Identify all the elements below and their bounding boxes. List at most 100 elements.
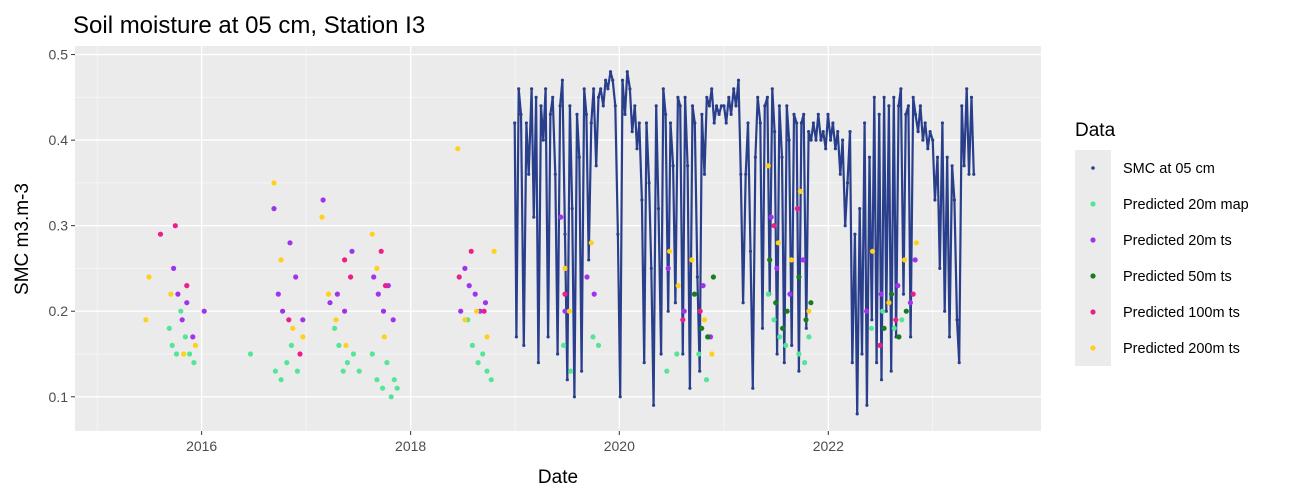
smc-point [575, 112, 579, 116]
y-tick-label: 0.5 [49, 47, 69, 63]
x-tick-label: 2020 [604, 438, 635, 454]
data-point [179, 317, 185, 323]
smc-point [563, 232, 567, 236]
data-point [696, 351, 702, 357]
data-point [703, 377, 710, 383]
data-point [697, 308, 703, 314]
smc-point [802, 112, 806, 116]
smc-point [933, 198, 937, 202]
data-point [475, 360, 481, 366]
data-point [893, 317, 899, 323]
data-point [675, 283, 681, 289]
data-point [806, 334, 812, 340]
smc-point [928, 130, 932, 134]
data-point [788, 257, 795, 263]
data-point [349, 248, 355, 254]
smc-point [911, 95, 915, 99]
data-point [166, 325, 172, 331]
data-point [342, 308, 348, 314]
data-point [468, 248, 474, 254]
data-point [178, 308, 184, 314]
legend-items: SMC at 05 cm Predicted 20m map Predicted 2… [1090, 161, 1249, 357]
smc-point [918, 104, 923, 108]
smc-point [972, 172, 976, 176]
data-point [369, 351, 375, 357]
data-point [143, 317, 149, 323]
data-point [484, 334, 490, 340]
data-point [806, 308, 812, 314]
data-point [674, 351, 680, 357]
smc-point [719, 104, 724, 108]
smc-point [926, 147, 930, 151]
y-axis-title: SMC m3.m-3 [12, 183, 33, 295]
legend-label: Predicted 20m ts [1123, 233, 1232, 249]
smc-point [872, 95, 876, 99]
y-axis: 0.1 0.2 0.3 0.4 0.5 [49, 47, 75, 405]
smc-point [568, 104, 572, 108]
smc-point [676, 95, 680, 99]
legend-label: Predicted 200m ts [1123, 341, 1240, 357]
smc-point [787, 138, 791, 142]
smc-point [698, 369, 702, 373]
data-point [192, 342, 198, 348]
data-point [771, 223, 777, 229]
smc-point [782, 361, 786, 365]
legend-item: SMC at 05 cm [1091, 161, 1215, 177]
smc-point [681, 352, 685, 356]
data-point [700, 283, 706, 289]
smc-point [722, 104, 726, 108]
series-1 [166, 291, 905, 400]
data-point [271, 180, 277, 186]
smc-point [947, 335, 952, 339]
smc-point [700, 112, 704, 116]
smc-point [746, 121, 750, 125]
smc-point [736, 78, 741, 82]
x-tick-label: 2016 [186, 438, 217, 454]
smc-point [795, 121, 799, 125]
data-point [588, 240, 594, 246]
smc-point [921, 138, 925, 142]
smc-point [785, 104, 789, 108]
smc-point [804, 326, 808, 330]
data-point [590, 334, 596, 340]
data-point [388, 394, 394, 400]
smc-point [945, 155, 949, 159]
x-tick-label: 2018 [395, 438, 426, 454]
smc-point [686, 164, 690, 168]
data-point [705, 334, 711, 340]
data-point [343, 342, 349, 348]
data-point [680, 317, 686, 323]
data-point [568, 368, 574, 374]
smc-point [596, 95, 601, 99]
smc-point [635, 147, 639, 151]
smc-point [604, 78, 608, 82]
smc-point [821, 130, 825, 134]
smc-point [673, 301, 678, 305]
smc-point [799, 121, 804, 125]
smc-point [625, 70, 629, 74]
smc-point [683, 95, 687, 99]
x-tick-label: 2022 [813, 438, 844, 454]
data-point [797, 188, 803, 194]
data-point [290, 325, 296, 331]
smc-point [741, 301, 745, 305]
legend-item: Predicted 100m ts [1090, 305, 1240, 321]
smc-point [678, 104, 682, 108]
data-point [902, 257, 908, 263]
data-point [803, 317, 809, 323]
smc-point [899, 87, 903, 91]
data-point [320, 197, 326, 203]
legend-key [1090, 273, 1096, 279]
smc-point [836, 130, 840, 134]
data-point [800, 257, 806, 263]
data-point [173, 351, 180, 357]
smc-point [843, 224, 847, 228]
smc-point [584, 112, 589, 116]
smc-point [623, 112, 627, 116]
data-point [765, 163, 771, 169]
smc-point [790, 343, 794, 347]
data-point [319, 214, 325, 220]
data-point [783, 342, 789, 348]
data-point [455, 146, 461, 152]
legend: Data SMC at 05 cm Predicted 20m map Predic… [1075, 120, 1249, 366]
